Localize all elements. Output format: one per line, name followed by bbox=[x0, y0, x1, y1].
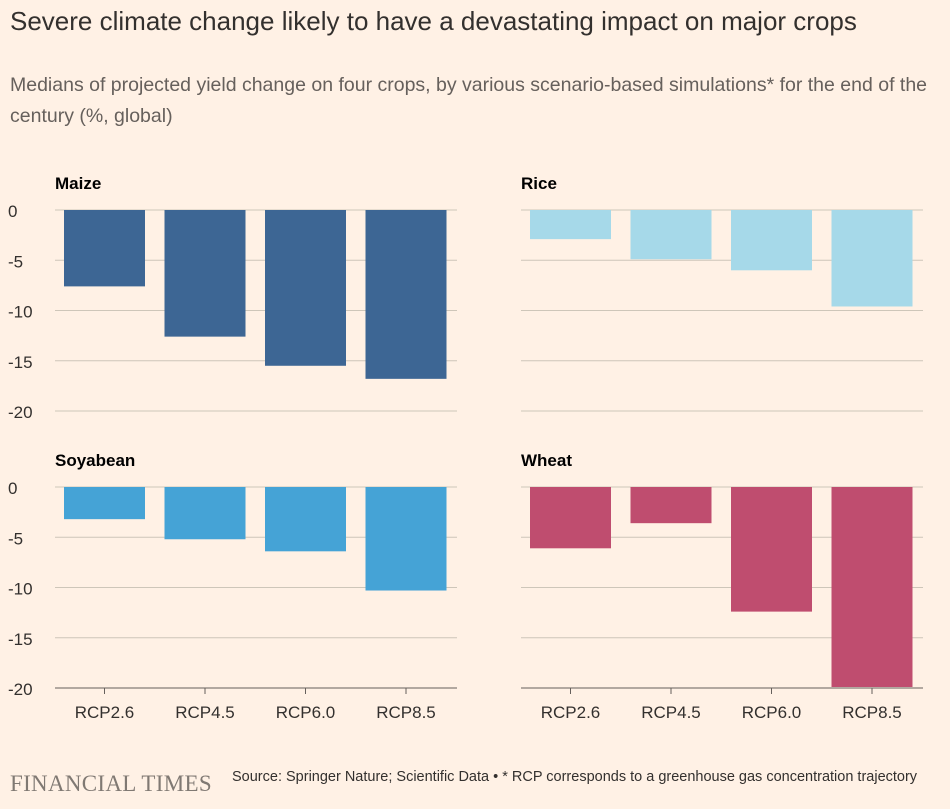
soyabean-x-tick-label: RCP8.5 bbox=[376, 703, 436, 722]
maize-y-tick-label: 0 bbox=[8, 202, 17, 221]
soyabean-bar-rcp60 bbox=[265, 487, 346, 552]
maize-panel-title: Maize bbox=[55, 174, 101, 193]
soyabean-bar-rcp26 bbox=[64, 487, 145, 520]
soyabean-x-tick-label: RCP4.5 bbox=[175, 703, 235, 722]
wheat-bar-rcp26 bbox=[530, 487, 611, 549]
maize-y-tick-label: -5 bbox=[8, 252, 23, 271]
soyabean-panel-title: Soyabean bbox=[55, 451, 135, 470]
soyabean-y-tick-label: -10 bbox=[8, 580, 33, 599]
maize-bar-rcp85 bbox=[365, 210, 447, 379]
wheat-x-tick-label: RCP2.6 bbox=[541, 703, 601, 722]
maize-y-tick-label: -15 bbox=[8, 353, 33, 372]
wheat-x-tick-label: RCP4.5 bbox=[641, 703, 701, 722]
rice-bar-rcp45 bbox=[630, 210, 712, 260]
small-multiples-chart: Maize 0 -5 -10 -15 -20 Rice Soyabean 0 -5 -10 -15 -2… bbox=[8, 174, 923, 722]
soyabean-bar-rcp45 bbox=[164, 487, 246, 540]
wheat-x-tick-label: RCP6.0 bbox=[742, 703, 802, 722]
wheat-x-tick-label: RCP8.5 bbox=[842, 703, 902, 722]
soyabean-y-tick-label: -5 bbox=[8, 529, 23, 548]
soyabean-y-tick-label: -20 bbox=[8, 680, 33, 699]
soyabean-x-tick-label: RCP6.0 bbox=[276, 703, 336, 722]
maize-bar-rcp45 bbox=[164, 210, 246, 337]
rice-bar-rcp60 bbox=[731, 210, 812, 271]
soyabean-x-tick-label: RCP2.6 bbox=[75, 703, 135, 722]
soyabean-y-tick-label: -15 bbox=[8, 630, 33, 649]
ft-logo: FINANCIAL TIMES bbox=[10, 771, 212, 796]
maize-y-tick-label: -10 bbox=[8, 303, 33, 322]
soyabean-y-tick-label: 0 bbox=[8, 479, 17, 498]
source-note: Source: Springer Nature; Scientific Data… bbox=[232, 769, 918, 785]
wheat-bar-rcp85 bbox=[831, 487, 913, 687]
rice-panel-title: Rice bbox=[521, 174, 557, 193]
rice-bar-rcp85 bbox=[831, 210, 913, 307]
chart-subtitle: Medians of projected yield change on fou… bbox=[10, 74, 928, 127]
wheat-bar-rcp60 bbox=[731, 487, 812, 612]
rice-bar-rcp26 bbox=[530, 210, 611, 240]
wheat-bar-rcp45 bbox=[630, 487, 712, 524]
soyabean-bar-rcp85 bbox=[365, 487, 447, 591]
maize-y-tick-label: -20 bbox=[8, 403, 33, 422]
chart-title: Severe climate change likely to have a d… bbox=[10, 6, 857, 36]
wheat-panel-title: Wheat bbox=[521, 451, 572, 470]
maize-bar-rcp60 bbox=[265, 210, 346, 366]
maize-bar-rcp26 bbox=[64, 210, 145, 287]
